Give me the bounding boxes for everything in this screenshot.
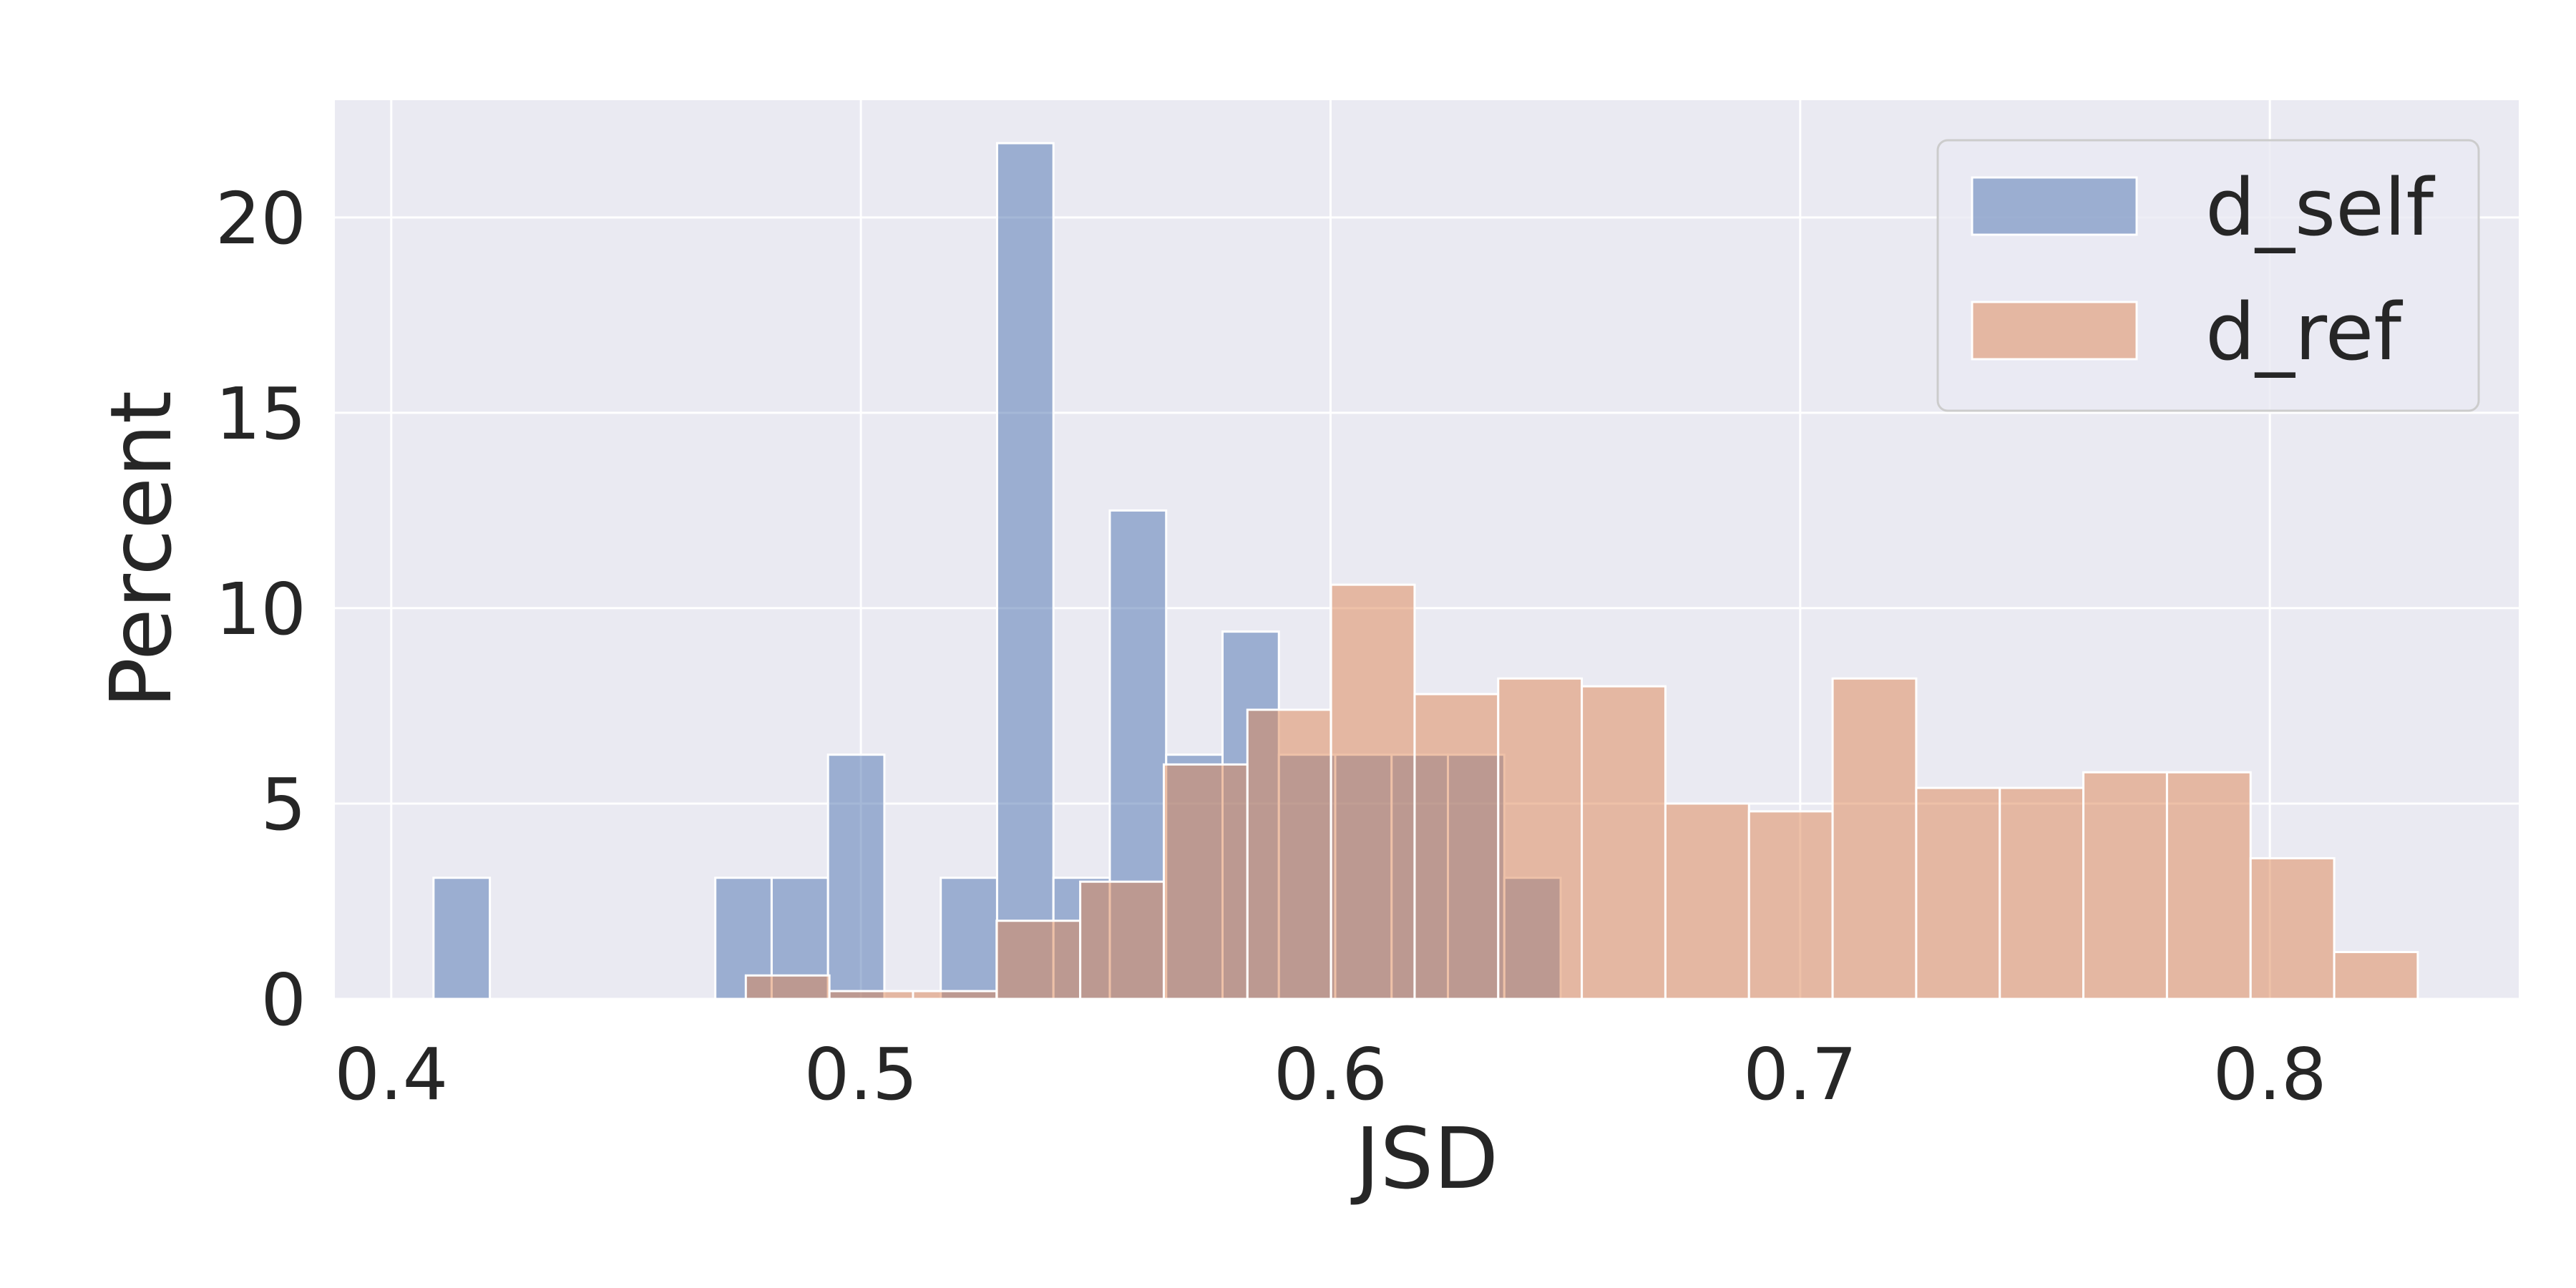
x-tick-label: 0.6 (1274, 1033, 1387, 1116)
bar-d_ref (1581, 685, 1667, 1000)
bar-d_ref (1831, 677, 1918, 1000)
x-tick-label: 0.5 (804, 1033, 918, 1116)
y-axis-label: Percent (92, 391, 190, 708)
bar-d_ref (744, 974, 831, 1000)
legend-label-d_self: d_self (2205, 162, 2435, 253)
y-tick-label: 10 (215, 567, 306, 651)
y-tick-label: 5 (260, 763, 306, 847)
y-tick-labels: 0 5 10 15 20 (215, 177, 306, 1042)
bar-d_ref (2165, 771, 2252, 1000)
bar-d_ref (828, 990, 914, 1000)
bar-d_ref (1079, 880, 1165, 1000)
y-tick-label: 20 (215, 177, 306, 260)
bar-d_ref (2249, 857, 2336, 1000)
bar-d_ref (1497, 677, 1584, 1000)
bar-d_self (995, 142, 1055, 1000)
bar-d_self (940, 877, 998, 1000)
bar-d_ref (1246, 708, 1332, 1000)
bar-d_ref (912, 990, 998, 1000)
bar-d_ref (1330, 583, 1416, 1000)
series-d_ref-bars (744, 583, 2419, 1000)
bar-d_ref (2082, 771, 2168, 1000)
legend-swatch-d_ref (1971, 301, 2138, 361)
bar-d_ref (1915, 786, 2001, 1000)
bar-d_self (826, 753, 886, 1000)
bar-d_self (432, 877, 492, 1000)
bar-d_ref (995, 919, 1082, 1000)
y-tick-label: 15 (215, 372, 306, 456)
x-tick-label: 0.7 (1743, 1033, 1857, 1116)
legend-label-d_ref: d_ref (2205, 286, 2403, 378)
bar-d_ref (2333, 950, 2419, 1000)
legend: d_self d_ref (1936, 139, 2480, 412)
bar-d_ref (1999, 786, 2085, 1000)
y-tick-label: 0 (260, 958, 306, 1042)
legend-swatch-d_self (1971, 176, 2138, 236)
bar-d_ref (1747, 810, 1834, 1000)
x-tick-label: 0.8 (2213, 1033, 2327, 1116)
bar-d_ref (1162, 763, 1249, 1000)
x-tick-labels: 0.4 0.5 0.6 0.7 0.8 (334, 1033, 2326, 1116)
bar-d_ref (1413, 693, 1500, 1000)
x-tick-label: 0.4 (334, 1033, 448, 1116)
bar-d_ref (1664, 802, 1750, 1000)
x-axis-label: JSD (1350, 1109, 1499, 1208)
